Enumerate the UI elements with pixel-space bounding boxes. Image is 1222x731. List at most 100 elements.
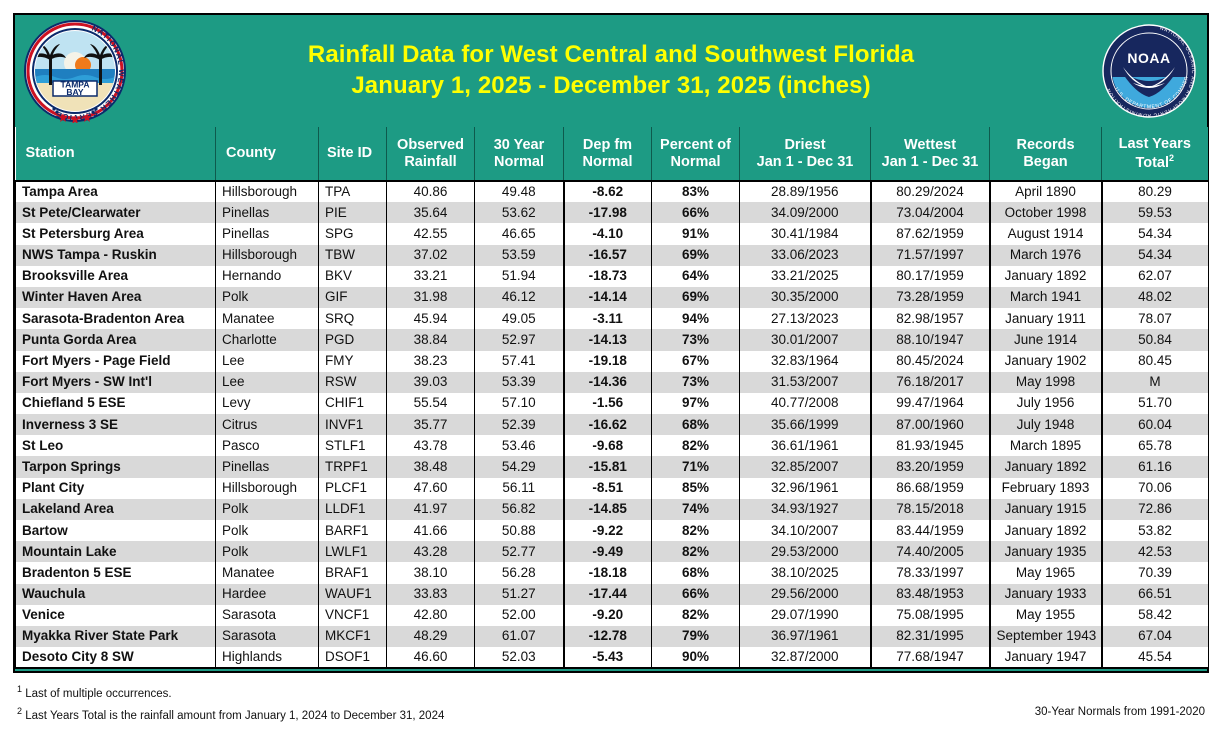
cell-wettest: 75.08/1995 bbox=[870, 604, 991, 626]
cell-dep-from-normal: -16.62 bbox=[563, 414, 652, 436]
cell-county: Hardee bbox=[215, 583, 319, 605]
cell-county: Sarasota bbox=[215, 604, 319, 626]
table-row: St Petersburg Area Pinellas SPG 42.55 46.65-… bbox=[15, 223, 1208, 245]
cell-wettest: 77.68/1947 bbox=[870, 647, 991, 670]
cell-records-began: September 1943 bbox=[989, 625, 1103, 648]
cell-county: Manatee bbox=[215, 308, 319, 330]
cell-station: Brooksville Area bbox=[15, 265, 216, 287]
cell-records-began: January 1947 bbox=[989, 647, 1103, 670]
cell-site-id: PLCF1 bbox=[318, 477, 387, 499]
col-header-percent-of-normal: Percent of Normal bbox=[651, 127, 740, 182]
footnote-2: 2 Last Years Total is the rainfall amoun… bbox=[17, 706, 444, 722]
cell-dep-from-normal: -4.10 bbox=[563, 223, 652, 245]
cell-wettest: 83.44/1959 bbox=[870, 520, 991, 542]
cell-last-years-total: 54.34 bbox=[1101, 244, 1208, 266]
cell-county: Charlotte bbox=[215, 329, 319, 351]
cell-records-began: January 1902 bbox=[989, 350, 1103, 372]
cell-records-began: January 1911 bbox=[989, 308, 1103, 330]
cell-wettest: 78.33/1997 bbox=[870, 562, 991, 584]
cell-site-id: BRAF1 bbox=[318, 562, 387, 584]
cell-observed-rainfall: 46.60 bbox=[386, 647, 475, 670]
col-header-pct-line2: Normal bbox=[670, 153, 721, 170]
cell-last-years-total: 80.45 bbox=[1101, 350, 1208, 372]
col-header-wettest: Wettest Jan 1 - Dec 31 bbox=[870, 127, 990, 182]
footnote-row-1: 1 Last of multiple occurrences. bbox=[17, 684, 1207, 706]
cell-county: Lee bbox=[215, 350, 319, 372]
cell-30-year-normal: 46.65 bbox=[474, 223, 565, 245]
cell-records-began: January 1892 bbox=[989, 265, 1103, 287]
col-header-records-began: Records Began bbox=[989, 127, 1102, 182]
cell-site-id: MKCF1 bbox=[318, 625, 387, 648]
cell-last-years-total: 42.53 bbox=[1101, 541, 1208, 563]
footnote-1-marker: 1 bbox=[17, 684, 23, 694]
table-row: Venice Sarasota VNCF1 42.80 52.00 -9.20 82% 29.… bbox=[15, 604, 1208, 626]
cell-dep-from-normal: -9.20 bbox=[563, 604, 652, 626]
report-header: TAMPA BAY NATIONAL WEATHER SERVICE bbox=[15, 15, 1207, 127]
col-header-began-line2: Began bbox=[1023, 153, 1068, 170]
cell-station: Fort Myers - SW Int'l bbox=[15, 371, 216, 393]
cell-percent-of-normal: 66% bbox=[651, 202, 740, 224]
cell-percent-of-normal: 73% bbox=[651, 329, 740, 351]
cell-observed-rainfall: 47.60 bbox=[386, 477, 475, 499]
cell-last-years-total: 78.07 bbox=[1101, 308, 1208, 330]
cell-dep-from-normal: -14.13 bbox=[563, 329, 652, 351]
cell-station: Chiefland 5 ESE bbox=[15, 392, 216, 415]
cell-dep-from-normal: -9.68 bbox=[563, 435, 652, 457]
cell-30-year-normal: 54.29 bbox=[474, 456, 565, 478]
cell-last-years-total: 48.02 bbox=[1101, 286, 1208, 309]
cell-driest: 34.09/2000 bbox=[739, 202, 872, 224]
cell-station: Fort Myers - Page Field bbox=[15, 350, 216, 372]
cell-wettest: 76.18/2017 bbox=[870, 371, 991, 393]
cell-observed-rainfall: 35.77 bbox=[386, 414, 475, 436]
cell-last-years-total: 70.06 bbox=[1101, 477, 1208, 499]
cell-driest: 38.10/2025 bbox=[739, 562, 872, 584]
footnote-2-text: Last Years Total is the rainfall amount … bbox=[25, 709, 445, 722]
col-header-wettest-line1: Wettest bbox=[903, 136, 957, 153]
cell-dep-from-normal: -17.98 bbox=[563, 202, 652, 224]
table-row: Tarpon Springs Pinellas TRPF1 38.48 54.29 -15… bbox=[15, 456, 1208, 478]
cell-wettest: 83.20/1959 bbox=[870, 456, 991, 478]
cell-30-year-normal: 50.88 bbox=[474, 520, 565, 542]
col-header-wettest-line2: Jan 1 - Dec 31 bbox=[881, 153, 979, 170]
cell-driest: 34.93/1927 bbox=[739, 498, 872, 520]
cell-records-began: February 1893 bbox=[989, 477, 1103, 499]
cell-observed-rainfall: 37.02 bbox=[386, 244, 475, 266]
cell-percent-of-normal: 71% bbox=[651, 456, 740, 478]
cell-driest: 30.35/2000 bbox=[739, 286, 872, 309]
cell-dep-from-normal: -3.11 bbox=[563, 308, 652, 330]
table-row: Tampa Area Hillsborough TPA 40.86 49.48 -8.62… bbox=[15, 181, 1208, 203]
col-header-lastyear-text: Total bbox=[1135, 154, 1170, 171]
cell-driest: 29.53/2000 bbox=[739, 541, 872, 563]
table-row: Punta Gorda Area Charlotte PGD 38.84 52.97 -1… bbox=[15, 329, 1208, 351]
cell-percent-of-normal: 85% bbox=[651, 477, 740, 499]
cell-percent-of-normal: 82% bbox=[651, 541, 740, 563]
col-header-pct-line1: Percent of bbox=[660, 136, 731, 153]
cell-site-id: PIE bbox=[318, 202, 387, 224]
cell-station: Tampa Area bbox=[15, 181, 216, 203]
table-row: Inverness 3 SE Citrus INVF1 35.77 52.39 -16.6… bbox=[15, 414, 1208, 436]
cell-station: Plant City bbox=[15, 477, 216, 499]
cell-last-years-total: 54.34 bbox=[1101, 223, 1208, 245]
cell-percent-of-normal: 66% bbox=[651, 583, 740, 605]
col-header-observed-rainfall: Observed Rainfall bbox=[386, 127, 475, 182]
cell-percent-of-normal: 82% bbox=[651, 435, 740, 457]
table-row: Brooksville Area Hernando BKV 33.21 51.94 -18… bbox=[15, 265, 1208, 287]
cell-wettest: 71.57/1997 bbox=[870, 244, 991, 266]
cell-wettest: 74.40/2005 bbox=[870, 541, 991, 563]
col-header-county-label: County bbox=[226, 145, 276, 162]
cell-site-id: SPG bbox=[318, 223, 387, 245]
nws-tampa-bay-logo: TAMPA BAY NATIONAL WEATHER SERVICE bbox=[23, 19, 127, 124]
cell-dep-from-normal: -19.18 bbox=[563, 350, 652, 372]
cell-30-year-normal: 57.10 bbox=[474, 392, 565, 415]
cell-wettest: 86.68/1959 bbox=[870, 477, 991, 499]
table-row: Myakka River State Park Sarasota MKCF1 48.2… bbox=[15, 625, 1208, 648]
svg-text:NOAA: NOAA bbox=[1127, 50, 1170, 66]
cell-observed-rainfall: 39.03 bbox=[386, 371, 475, 393]
cell-driest: 33.06/2023 bbox=[739, 244, 872, 266]
cell-last-years-total: 59.53 bbox=[1101, 202, 1208, 224]
cell-wettest: 73.04/2004 bbox=[870, 202, 991, 224]
cell-site-id: WAUF1 bbox=[318, 583, 387, 605]
cell-30-year-normal: 61.07 bbox=[474, 625, 565, 648]
noaa-logo: NOAA NATIONAL OCEANIC AND ATMOSPHERIC AD… bbox=[1097, 17, 1199, 121]
cell-site-id: BARF1 bbox=[318, 520, 387, 542]
